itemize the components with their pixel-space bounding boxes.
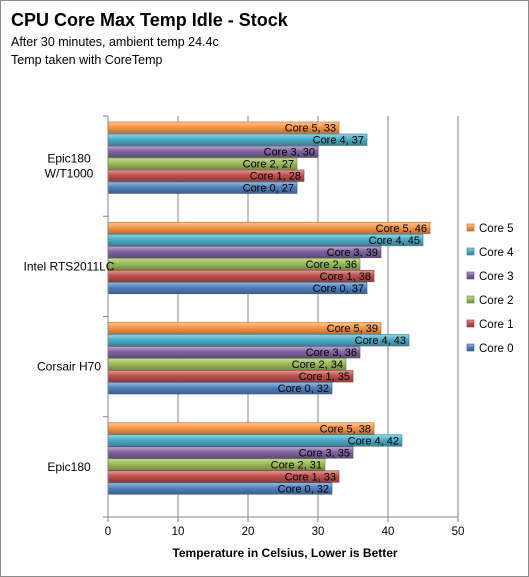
legend-swatch [466,223,475,232]
category-label: Corsair H70 [37,360,101,374]
bar-data-label: Core 1, 33 [285,471,336,483]
axes: 0 10 20 30 40 50 Epic180 W/T1000 Intel RTS2011LC… [24,115,465,560]
bar-data-label: Core 4, 42 [348,435,399,447]
category-label: Epic180 W/T1000 [45,152,94,181]
bar-data-label: Core 3, 30 [264,147,315,159]
legend-item-core-2[interactable]: Core 2 [479,295,514,307]
legend-swatch [466,319,475,328]
bar-data-label: Core 5, 38 [320,423,371,435]
bar-data-label: Core 0, 32 [278,483,329,495]
bar-data-label: Core 3, 35 [299,447,350,459]
x-axis-title: Temperature in Celsius, Lower is Better [172,546,398,560]
legend-item-core-4[interactable]: Core 4 [479,247,514,259]
bar-data-label: Core 1, 35 [299,371,350,383]
bar-data-label: Core 3, 39 [327,247,378,259]
legend-swatch [466,343,475,352]
x-tick-label: 30 [312,526,325,538]
legend[interactable]: Core 5 Core 4 Core 3 Core 2 Core 1 Core 0 [466,223,514,355]
x-tick-label: 0 [105,526,111,538]
x-tick-label: 50 [452,526,465,538]
x-tick-label: 20 [242,526,255,538]
legend-item-core-5[interactable]: Core 5 [479,223,514,235]
chart-title: CPU Core Max Temp Idle - Stock [11,10,288,30]
legend-item-core-0[interactable]: Core 0 [479,343,514,355]
bar-data-label: Core 2, 31 [271,459,322,471]
legend-swatch [466,271,475,280]
bar-data-label: Core 4, 37 [313,135,364,147]
legend-item-core-3[interactable]: Core 3 [479,271,514,283]
legend-swatch [466,295,475,304]
category-label: Epic180 [47,460,91,474]
bar-data-label: Core 0, 27 [243,183,294,195]
bar-data-label: Core 1, 38 [320,271,371,283]
x-tick-label: 10 [172,526,185,538]
bar-data-label: Core 5, 46 [376,223,427,235]
legend-swatch [466,247,475,256]
category-label: Intel RTS2011LC [24,259,115,273]
legend-item-core-1[interactable]: Core 1 [479,319,514,331]
bar-data-label: Core 5, 39 [327,323,378,335]
bar-data-label: Core 4, 45 [369,235,420,247]
bar-data-label: Core 4, 43 [355,335,406,347]
bar-data-label: Core 2, 34 [292,359,343,371]
bar-data-label: Core 2, 27 [243,159,294,171]
bar-data-label: Core 5, 33 [285,123,336,135]
chart-subtitle-tool: Temp taken with CoreTemp [11,53,163,67]
chart-subtitle-ambient: After 30 minutes, ambient temp 24.4c [11,35,219,49]
bar-data-label: Core 2, 36 [306,259,357,271]
x-tick-label: 40 [382,526,395,538]
bar-data-label: Core 0, 32 [278,383,329,395]
bar-data-label: Core 0, 37 [313,283,364,295]
bar-data-label: Core 1, 28 [250,171,301,183]
bar-data-label: Core 3, 36 [306,347,357,359]
